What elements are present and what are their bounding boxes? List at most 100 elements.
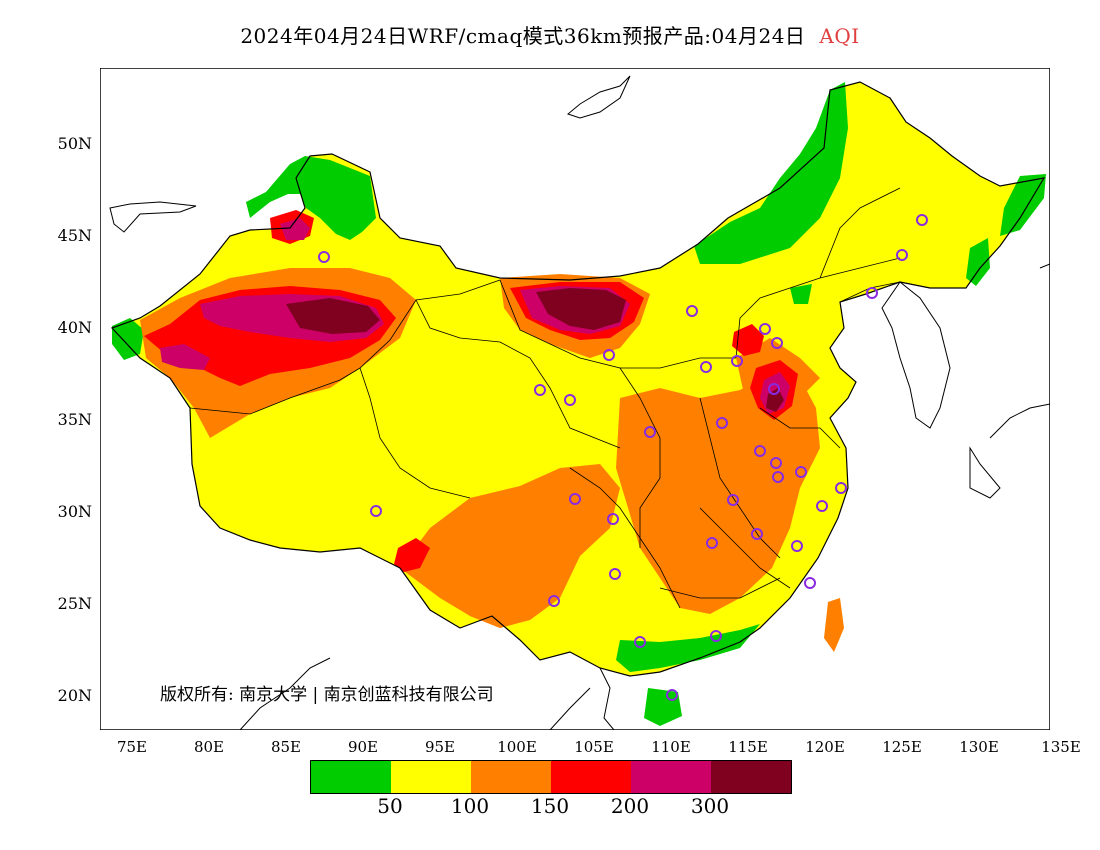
korea-coast bbox=[881, 281, 951, 429]
x-tick-label: 100E bbox=[497, 738, 537, 756]
station-marker bbox=[534, 384, 546, 396]
sakhalin-coast bbox=[566, 75, 631, 119]
green-northeast-mongolia-border bbox=[694, 82, 848, 264]
legend-swatch bbox=[631, 761, 711, 793]
station-marker bbox=[548, 595, 560, 607]
station-marker bbox=[866, 287, 878, 299]
title-text: 2024年04月24日WRF/cmaq模式36km预报产品:04月24日 bbox=[240, 24, 806, 48]
orange-yunnan bbox=[470, 562, 540, 628]
station-marker bbox=[916, 214, 928, 226]
station-marker bbox=[791, 540, 803, 552]
station-marker bbox=[318, 251, 330, 263]
station-marker bbox=[804, 577, 816, 589]
station-marker bbox=[896, 249, 908, 261]
station-marker bbox=[759, 323, 771, 335]
y-tick-label: 25N bbox=[57, 594, 92, 613]
green-heilongjiang-east bbox=[1000, 174, 1046, 236]
legend-label: 150 bbox=[530, 794, 570, 818]
x-tick-label: 115E bbox=[728, 738, 768, 756]
x-tick-label: 95E bbox=[424, 738, 456, 756]
x-tick-label: 85E bbox=[270, 738, 302, 756]
legend-label: 50 bbox=[377, 794, 403, 818]
y-tick-label: 20N bbox=[57, 686, 92, 705]
green-liaoning bbox=[790, 284, 812, 304]
x-tick-label: 135E bbox=[1041, 738, 1081, 756]
legend-label: 200 bbox=[610, 794, 650, 818]
station-marker bbox=[666, 689, 678, 701]
station-marker bbox=[607, 513, 619, 525]
station-marker bbox=[609, 568, 621, 580]
station-marker bbox=[603, 349, 615, 361]
x-tick-label: 130E bbox=[959, 738, 999, 756]
legend-swatch bbox=[391, 761, 471, 793]
x-tick-label: 120E bbox=[805, 738, 845, 756]
other-coastlines bbox=[109, 75, 1050, 730]
green-south-coast bbox=[616, 624, 760, 672]
green-hainan bbox=[644, 688, 682, 726]
y-tick-label: 50N bbox=[57, 134, 92, 153]
legend-colorbar bbox=[310, 760, 792, 794]
x-tick-label: 75E bbox=[116, 738, 148, 756]
magenta-jungar bbox=[280, 218, 310, 240]
station-markers bbox=[318, 214, 928, 701]
legend-swatch bbox=[471, 761, 551, 793]
station-marker bbox=[835, 482, 847, 494]
legend-swatch bbox=[311, 761, 391, 793]
maroon-taklimakan bbox=[286, 298, 380, 334]
station-marker bbox=[569, 493, 581, 505]
x-tick-label: 110E bbox=[651, 738, 691, 756]
station-marker bbox=[686, 305, 698, 317]
station-marker bbox=[644, 426, 656, 438]
station-marker bbox=[706, 537, 718, 549]
caspian-coast bbox=[109, 201, 197, 233]
x-tick-label: 90E bbox=[347, 738, 379, 756]
magenta-tarim-west bbox=[160, 344, 210, 370]
title-variable: AQI bbox=[819, 24, 860, 48]
indochina-coast bbox=[549, 667, 615, 730]
station-marker bbox=[727, 494, 739, 506]
red-tibet-se bbox=[394, 538, 430, 572]
station-marker bbox=[751, 528, 763, 540]
aqi-green-zones bbox=[112, 82, 1046, 726]
aqi-map bbox=[100, 68, 1050, 730]
station-marker bbox=[731, 355, 743, 367]
copyright-notice: 版权所有: 南京大学 | 南京创蓝科技有限公司 bbox=[160, 685, 494, 705]
green-xinjiang-north bbox=[246, 156, 376, 240]
orange-sichuan bbox=[400, 464, 620, 628]
maroon-shandong bbox=[766, 388, 784, 412]
red-beijing bbox=[732, 324, 764, 356]
station-marker bbox=[634, 636, 646, 648]
y-tick-label: 45N bbox=[57, 226, 92, 245]
legend-swatch bbox=[711, 761, 791, 793]
station-marker bbox=[816, 500, 828, 512]
bay-of-bengal bbox=[239, 657, 331, 730]
station-marker bbox=[564, 394, 576, 406]
station-marker bbox=[795, 466, 807, 478]
station-marker bbox=[772, 471, 784, 483]
legend-label: 100 bbox=[450, 794, 490, 818]
station-marker bbox=[716, 417, 728, 429]
x-tick-label: 105E bbox=[574, 738, 614, 756]
station-marker bbox=[710, 630, 722, 642]
orange-central-east bbox=[616, 368, 820, 614]
province-borders bbox=[189, 187, 931, 609]
station-marker bbox=[771, 337, 783, 349]
aqi-maroon-zones bbox=[286, 288, 784, 412]
y-tick-label: 40N bbox=[57, 318, 92, 337]
map-title: 2024年04月24日WRF/cmaq模式36km预报产品:04月24日 AQI bbox=[0, 20, 1100, 49]
orange-taiwan bbox=[824, 598, 844, 652]
y-tick-label: 30N bbox=[57, 502, 92, 521]
station-marker bbox=[770, 457, 782, 469]
x-tick-label: 80E bbox=[193, 738, 225, 756]
station-marker bbox=[754, 445, 766, 457]
china-outline bbox=[110, 81, 1046, 677]
green-jilin-border bbox=[966, 238, 990, 286]
station-marker bbox=[370, 505, 382, 517]
green-xinjiang-west bbox=[112, 318, 144, 360]
x-tick-label: 125E bbox=[882, 738, 922, 756]
station-marker bbox=[700, 361, 712, 373]
station-marker bbox=[768, 383, 780, 395]
legend-swatch bbox=[551, 761, 631, 793]
y-tick-label: 35N bbox=[57, 410, 92, 429]
legend-label: 300 bbox=[690, 794, 730, 818]
